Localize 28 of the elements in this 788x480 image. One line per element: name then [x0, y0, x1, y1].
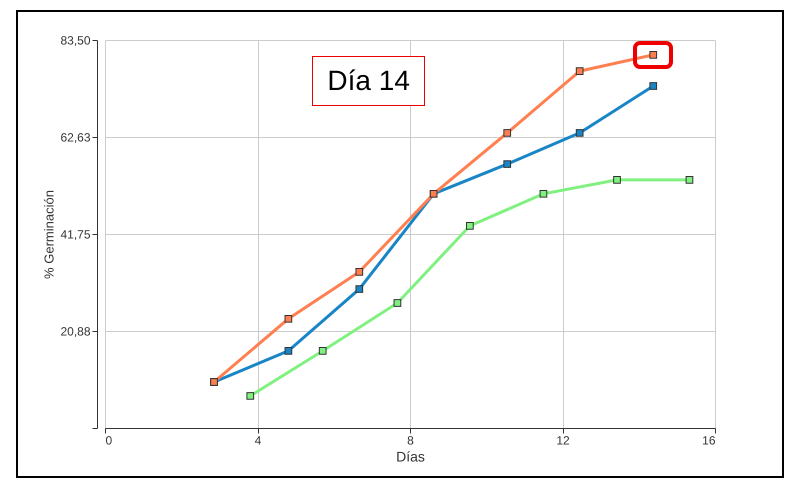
point	[613, 176, 621, 184]
x-tick-label: 16	[702, 434, 716, 448]
x-tick-label: 0	[106, 434, 112, 448]
annotation: Día 14	[312, 56, 425, 106]
x-tick-label: 4	[254, 434, 262, 448]
x-tick-label: 12	[556, 434, 570, 448]
point	[466, 222, 474, 230]
point	[540, 190, 548, 198]
point	[318, 347, 327, 355]
point	[576, 67, 584, 75]
point	[686, 176, 694, 184]
y-tick-label: 20,88	[60, 324, 91, 338]
point	[576, 129, 584, 137]
point	[503, 160, 512, 168]
point	[284, 314, 292, 323]
point	[503, 129, 512, 137]
point	[355, 285, 364, 293]
x-tick-label: 8	[407, 434, 414, 448]
y-tick-label: 41,75	[60, 228, 91, 242]
point	[246, 392, 254, 400]
y-tick-label: 62,63	[60, 130, 91, 144]
point	[394, 299, 402, 307]
point	[649, 82, 658, 90]
x-axis-title: Días	[396, 448, 425, 464]
point	[284, 347, 292, 355]
y-axis-title: % Germinación	[41, 190, 56, 279]
point	[355, 268, 364, 276]
y-tick-label: 83,50	[60, 34, 91, 48]
